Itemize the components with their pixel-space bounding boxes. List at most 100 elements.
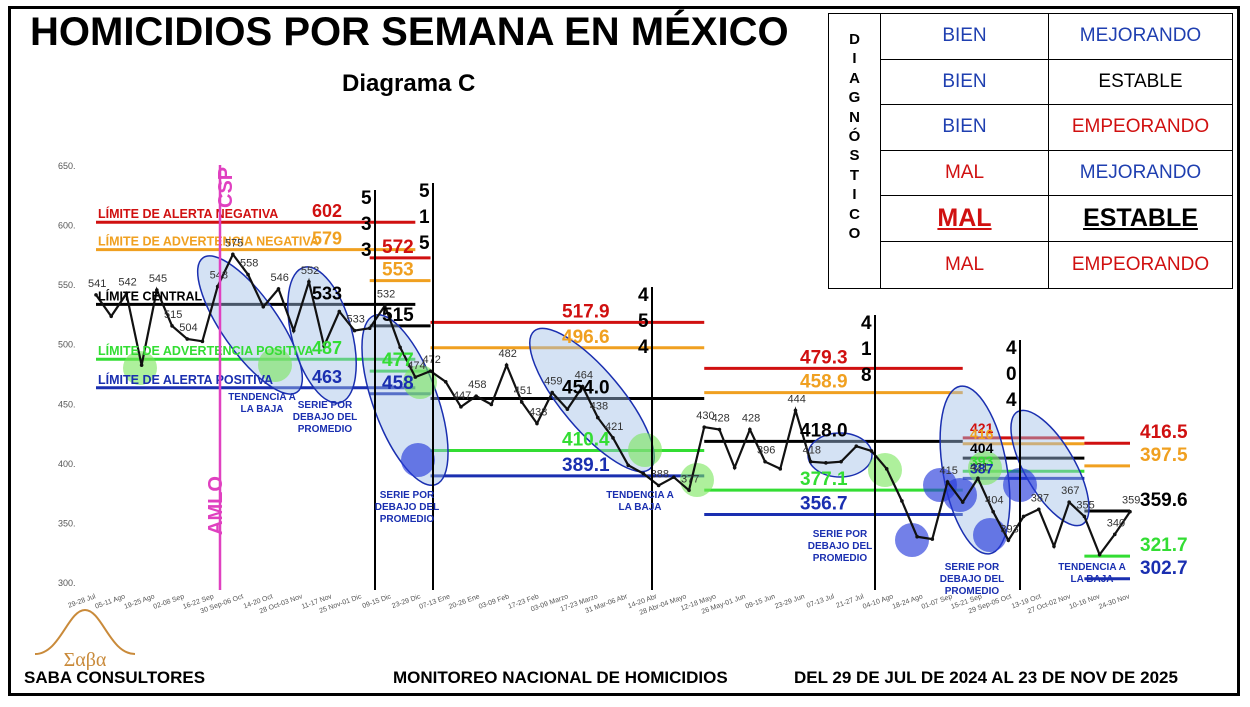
data-point [1067, 500, 1071, 504]
amlo-label: AMLO [205, 476, 227, 535]
segment-limit-value: 479.3 [800, 347, 848, 368]
data-value-label: 464 [575, 370, 593, 382]
warning-point [258, 348, 292, 382]
divider-digit: 4 [1006, 390, 1017, 411]
limit-label-alerta_negativa: LÍMITE DE ALERTA NEGATIVA [98, 206, 278, 221]
data-point [231, 252, 235, 257]
segment-limit-value: 477 [382, 350, 414, 371]
data-point [185, 337, 190, 341]
annotation-line: PROMEDIO [813, 553, 868, 564]
divider-digit: 4 [638, 337, 649, 358]
data-point [626, 463, 631, 468]
data-point [276, 287, 281, 291]
x-tick-label: 23-29 Dic [391, 593, 422, 610]
diagnostic-trend: MEJORANDO [1079, 162, 1202, 184]
data-value-label: 415 [940, 465, 958, 477]
divider-digit: 5 [361, 188, 372, 209]
y-tick-label: 550. [58, 280, 76, 290]
data-value-label: 377 [681, 473, 699, 485]
data-value-label: 430 [696, 410, 714, 422]
segment-limit-value: 533 [312, 283, 342, 303]
data-point [1006, 538, 1011, 543]
x-tick-label: 21-27 Jul [835, 593, 865, 610]
diagnostic-row: MAL ESTABLE [881, 196, 1232, 242]
diagnostic-letter: S [849, 147, 860, 165]
footer-monitor: MONITOREO NACIONAL DE HOMICIDIOS [393, 668, 728, 687]
data-point [748, 427, 752, 432]
data-value-label: 541 [88, 278, 106, 290]
data-point [307, 279, 311, 284]
segment-limit-value: 404 [970, 440, 994, 456]
data-point [839, 459, 843, 464]
data-point [687, 488, 691, 493]
data-value-label: 533 [347, 314, 365, 326]
outer-frame [8, 6, 1240, 696]
segment-limit-value: 389.1 [562, 455, 610, 476]
data-value-label: 438 [590, 401, 608, 413]
annotation-line: PROMEDIO [298, 424, 353, 435]
annotation-line: DEBAJO DEL [808, 541, 872, 552]
data-point [565, 407, 570, 412]
data-value-label: 433 [529, 407, 547, 419]
data-point [352, 328, 357, 333]
data-value-label: 396 [757, 445, 775, 457]
data-point [535, 421, 539, 426]
diagnostic-row: MAL EMPEORANDO [881, 242, 1232, 288]
data-point [641, 471, 646, 476]
diagnostic-trend: EMPEORANDO [1071, 116, 1210, 138]
data-point [367, 326, 372, 331]
warning-point [868, 453, 902, 487]
diagnostic-status: BIEN [881, 59, 1049, 105]
data-point [550, 390, 554, 395]
diagnostic-status: MAL [881, 242, 1049, 288]
data-point [261, 304, 266, 309]
annotation-line: DEBAJO DEL [940, 574, 1004, 585]
data-value-label: 515 [164, 309, 182, 321]
data-point [139, 363, 144, 367]
data-point [291, 328, 296, 333]
x-tick-label: 03-09 Feb [478, 593, 510, 611]
segment-limit-value: 356.7 [800, 493, 848, 514]
y-tick-label: 300. [58, 578, 76, 588]
divider-digit: 1 [861, 339, 872, 360]
footer-period: DEL 29 DE JUL DE 2024 AL 23 DE NOV DE 20… [794, 668, 1178, 687]
divider-digit: 5 [419, 233, 430, 254]
data-point [854, 444, 859, 448]
diagnostic-trend: MEJORANDO [1079, 25, 1202, 47]
segment-limit-value: 517.9 [562, 301, 610, 322]
data-point [170, 324, 174, 328]
divider-digit: 5 [638, 311, 649, 332]
divider-digit: 3 [361, 214, 372, 235]
x-tick-label: 20-26 Ene [448, 593, 481, 611]
annotation-line: TENDENCIA A [1058, 562, 1126, 573]
diagnostic-letter: D [849, 31, 860, 48]
data-point [1052, 544, 1056, 549]
data-value-label: 367 [1061, 485, 1079, 497]
data-point [884, 467, 889, 471]
data-point [322, 344, 326, 348]
divider-digit: 8 [861, 365, 872, 386]
segment-limit-value: 463 [312, 367, 342, 387]
annotation-label: TENDENCIA A LA BAJA [1058, 562, 1126, 585]
annotation-line: LA BAJA [1071, 574, 1114, 585]
diagnostic-row: MAL MEJORANDO [881, 150, 1232, 197]
data-point [793, 408, 798, 413]
annotation-label: TENDENCIA A LA BAJA [228, 392, 296, 415]
data-point [976, 476, 980, 481]
annotation-line: SERIE POR [945, 562, 1000, 573]
data-point [672, 475, 676, 479]
data-value-label: 532 [377, 289, 395, 301]
data-value-label: 474 [407, 360, 425, 372]
annotation-line: DEBAJO DEL [375, 502, 439, 513]
segment-limit-value: 553 [382, 260, 414, 281]
diagnostic-letter: Ó [848, 128, 861, 146]
data-point [1036, 507, 1041, 512]
data-point [155, 288, 159, 292]
page-subtitle: Diagrama C [342, 70, 476, 97]
segment-limit-value: 515 [382, 305, 414, 326]
data-value-label: 558 [240, 258, 258, 270]
data-value-label: 388 [651, 468, 669, 480]
